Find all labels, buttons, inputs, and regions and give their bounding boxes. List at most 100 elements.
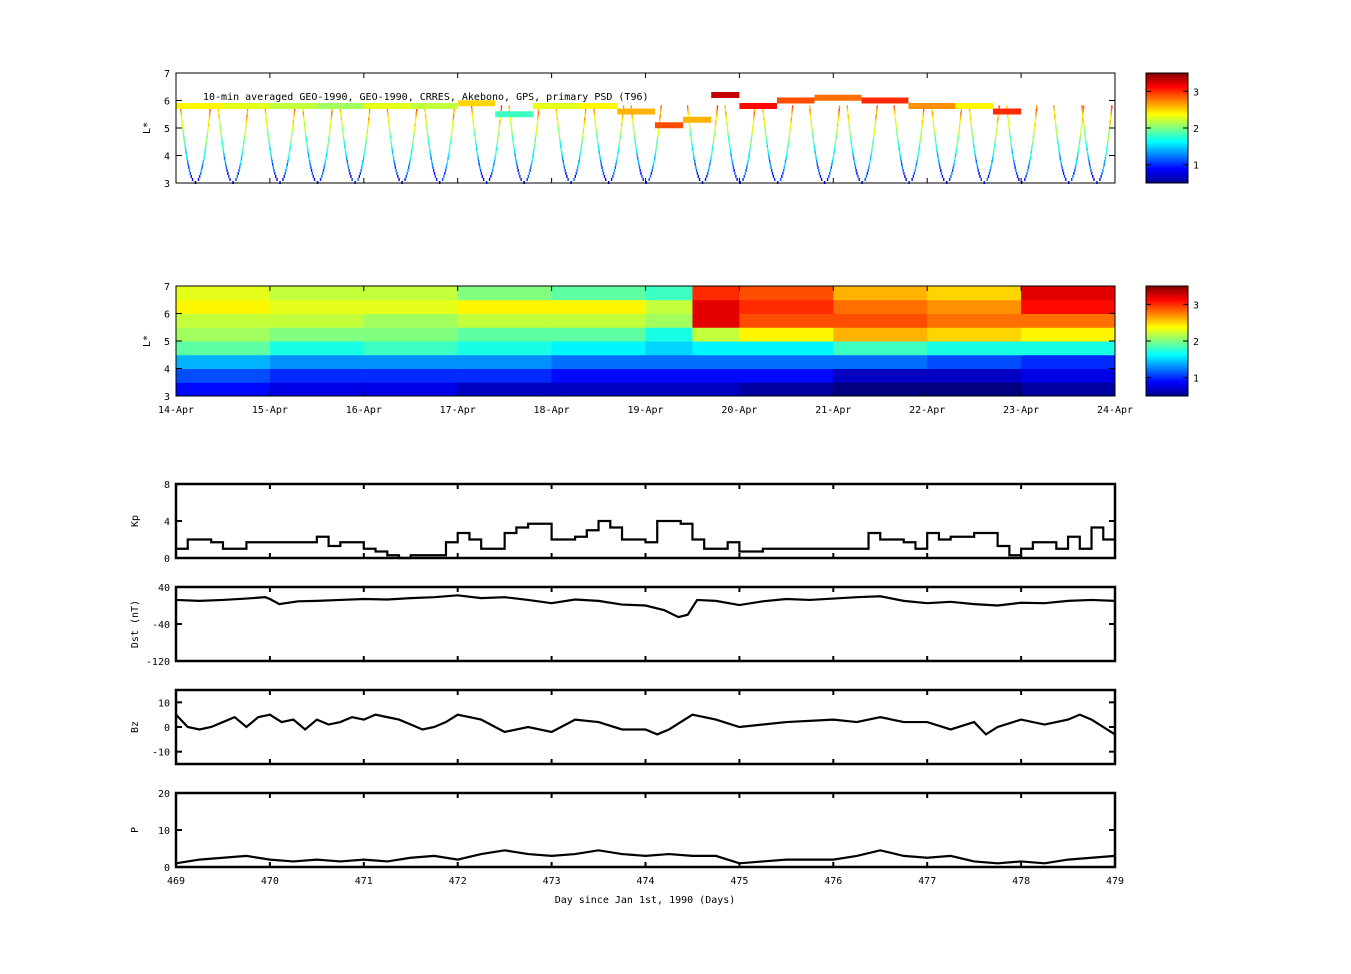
observed-psd-point	[209, 108, 211, 112]
observed-psd-point	[518, 171, 520, 175]
observed-psd-point	[817, 165, 819, 169]
observed-psd-point	[652, 162, 655, 166]
observed-psd-point	[812, 135, 814, 139]
observed-psd-point	[632, 120, 634, 124]
geo-orbit-segment	[814, 94, 862, 101]
assimilated-psd-cell	[176, 368, 271, 383]
observed-psd-point	[240, 159, 242, 163]
observed-psd-ytick-label: 4	[164, 152, 170, 163]
bz-ytick-label: -10	[152, 748, 170, 759]
observed-psd-point	[282, 177, 284, 181]
observed-psd-point	[513, 144, 515, 148]
observed-psd-point	[935, 144, 938, 148]
assimilated-psd-ytick-label: 5	[164, 337, 170, 348]
observed-psd-point	[208, 120, 210, 124]
observed-psd-point	[1035, 108, 1038, 112]
observed-psd-point	[954, 156, 956, 160]
observed-psd-point	[734, 171, 736, 175]
observed-psd-point	[619, 132, 622, 136]
observed-psd-point	[330, 120, 332, 124]
assimilated-psd-cell	[833, 341, 928, 356]
assimilated-psd-cell	[363, 299, 459, 314]
assimilated-psd-cell	[1021, 354, 1116, 369]
observed-psd-point	[788, 138, 790, 142]
observed-psd-point	[600, 159, 602, 163]
observed-psd-point	[268, 141, 270, 145]
observed-psd-point	[814, 153, 817, 157]
observed-psd-point	[415, 108, 418, 112]
observed-psd-point	[391, 147, 393, 151]
observed-psd-point	[432, 165, 434, 169]
observed-psd-point	[1034, 123, 1036, 127]
observed-psd-point	[1011, 150, 1014, 154]
observed-psd-point	[221, 144, 224, 148]
assimilated-psd-cell	[363, 286, 459, 301]
observed-psd-point	[726, 120, 728, 124]
assimilated-psd-cell	[645, 313, 693, 328]
assimilated-psd-cell	[1021, 368, 1116, 383]
observed-psd-point	[415, 117, 417, 121]
observed-psd-point	[766, 141, 768, 145]
observed-psd-point	[1108, 129, 1110, 133]
observed-psd-point	[313, 177, 316, 181]
observed-psd-point	[1103, 162, 1105, 166]
observed-psd-point	[340, 111, 342, 115]
date-tick-label: 23-Apr	[1003, 405, 1039, 416]
observed-psd-point	[530, 165, 532, 169]
observed-psd-point	[995, 132, 997, 136]
observed-psd-point	[1079, 132, 1082, 136]
observed-psd-point	[996, 120, 999, 124]
observed-psd-point	[596, 132, 598, 136]
observed-psd-point	[1085, 138, 1087, 142]
observed-psd-point	[291, 129, 293, 133]
observed-psd-point	[1082, 114, 1084, 118]
observed-psd-point	[325, 153, 328, 157]
observed-psd-point	[937, 153, 939, 157]
kp-ytick-label: 4	[164, 517, 170, 528]
day-tick-label: 474	[636, 876, 654, 887]
observed-psd-point	[414, 126, 416, 130]
observed-psd-point	[581, 141, 583, 145]
observed-psd-point	[971, 132, 974, 136]
observed-psd-point	[895, 120, 897, 124]
observed-psd-point	[621, 117, 624, 121]
geo-orbit-segment	[955, 103, 993, 109]
assimilated-psd-cell	[551, 368, 646, 383]
observed-psd-point	[266, 129, 269, 133]
observed-psd-point	[450, 132, 453, 136]
observed-psd-point	[390, 138, 392, 142]
observed-psd-point	[969, 114, 971, 118]
observed-psd-point	[911, 177, 913, 181]
colorbar-tick-label: 2	[1193, 124, 1199, 135]
observed-psd-ylabel: L*	[142, 122, 153, 134]
observed-psd-point	[363, 153, 365, 157]
observed-psd-point	[331, 108, 333, 112]
observed-psd-point	[583, 123, 585, 127]
observed-psd-point	[787, 144, 789, 148]
pressure-line	[175, 849, 1116, 865]
observed-psd-point	[596, 135, 598, 139]
observed-psd-point	[922, 117, 924, 121]
assimilated-psd-cell	[927, 341, 1022, 356]
observed-psd-point	[1012, 156, 1015, 160]
observed-psd-point	[659, 111, 662, 115]
observed-psd-point	[1085, 144, 1088, 148]
observed-psd-point	[974, 153, 976, 157]
observed-psd-point	[200, 168, 203, 172]
observed-psd-point	[950, 174, 952, 178]
observed-psd-point	[871, 147, 873, 151]
observed-psd-point	[837, 117, 839, 121]
observed-psd-point	[716, 105, 719, 109]
observed-psd-point	[269, 150, 272, 154]
observed-psd-point	[753, 117, 755, 121]
observed-psd-point	[1081, 105, 1083, 109]
observed-psd-point	[736, 177, 738, 181]
observed-psd-point	[475, 141, 477, 145]
observed-psd-point	[500, 105, 503, 109]
observed-psd-point	[555, 108, 558, 112]
observed-psd-point	[969, 111, 971, 115]
observed-psd-point	[1033, 132, 1035, 136]
observed-psd-point	[424, 108, 426, 112]
observed-psd-point	[618, 141, 621, 145]
observed-psd-point	[743, 174, 746, 178]
